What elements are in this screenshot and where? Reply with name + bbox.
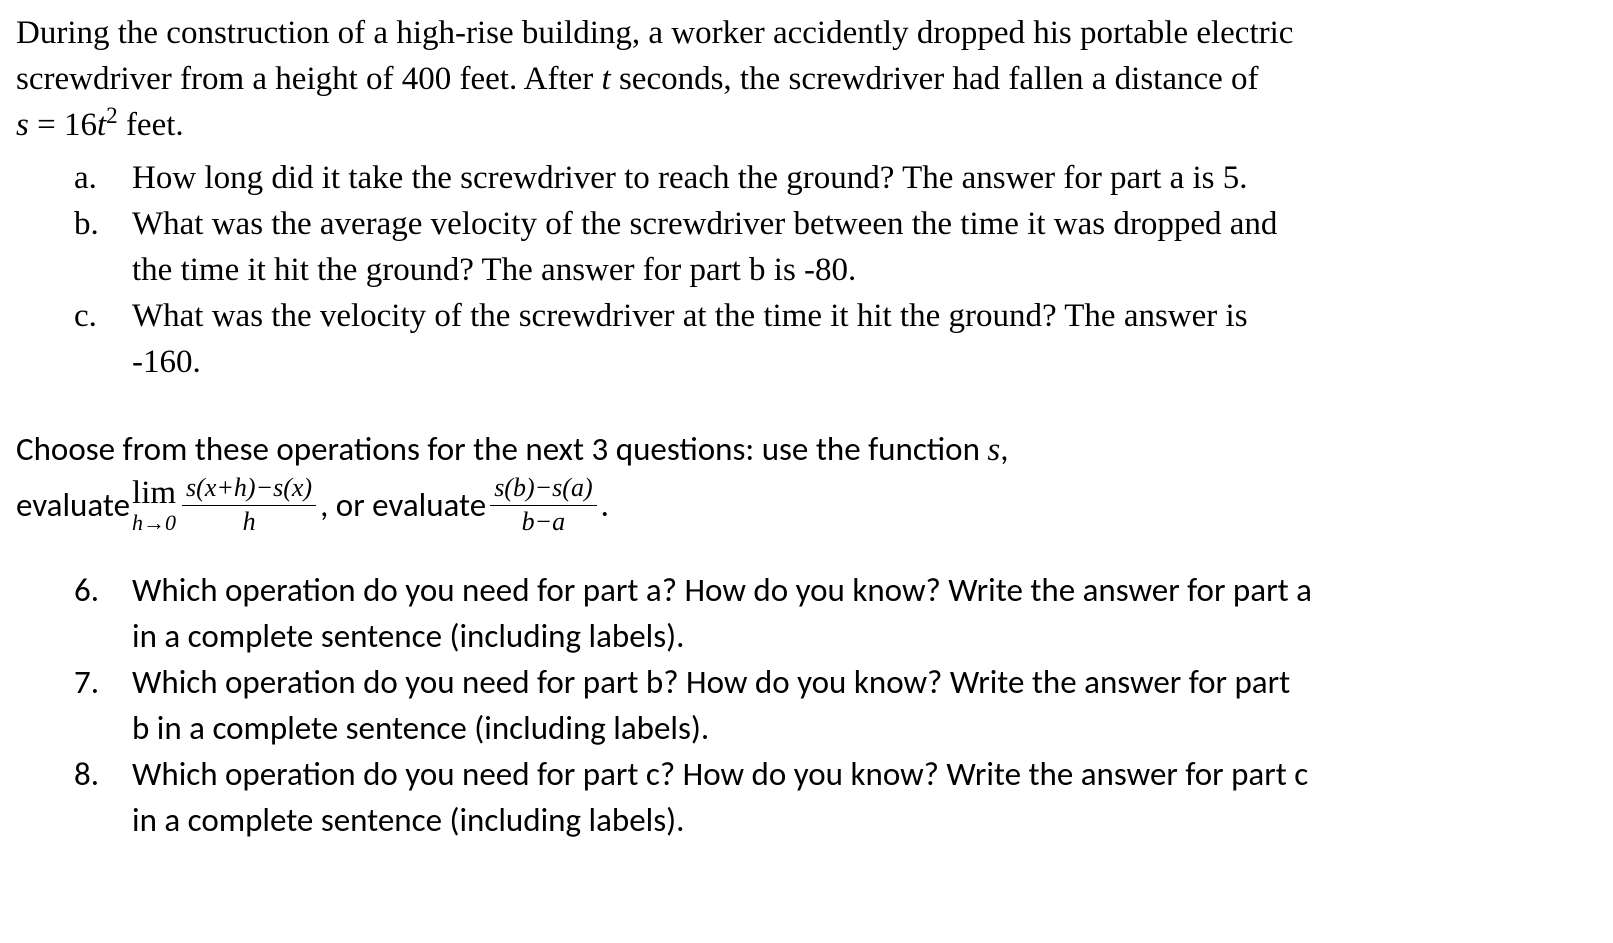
intro-line2a: screwdriver from a height of 400 feet. A…: [16, 61, 602, 97]
marker-a: a.: [74, 155, 97, 201]
q7-text1: Which operation do you need for part b? …: [132, 662, 1290, 702]
difference-quotient-h: s(x+h)−s(x) h: [182, 474, 316, 536]
question-6: 6. Which operation do you need for part …: [16, 567, 1593, 659]
part-c-text2: -160.: [132, 344, 201, 380]
variable-t: t: [602, 61, 611, 97]
instruction-period: .: [601, 482, 609, 530]
q6-text2: in a complete sentence (including labels…: [132, 616, 684, 656]
instruction-line1: Choose from these operations for the nex…: [16, 426, 1593, 475]
question-7: 7. Which operation do you need for part …: [16, 659, 1593, 751]
frac2-den: b−a: [518, 506, 570, 537]
instruction-line2: evaluate lim h→0 s(x+h)−s(x) h , or eval…: [16, 474, 1593, 536]
marker-b: b.: [74, 201, 99, 247]
marker-8: 8.: [74, 751, 99, 797]
instruction-mid: , or evaluate: [320, 482, 486, 530]
evaluate-label-1: evaluate: [16, 482, 130, 530]
part-b: b. What was the average velocity of the …: [16, 201, 1593, 293]
part-c: c. What was the velocity of the screwdri…: [16, 293, 1593, 385]
instruction-text1: Choose from these operations for the nex…: [16, 429, 987, 469]
instruction-block: Choose from these operations for the nex…: [16, 426, 1593, 537]
q8-text2: in a complete sentence (including labels…: [132, 800, 684, 840]
part-a-text: How long did it take the screwdriver to …: [132, 160, 1248, 196]
superscript-2: 2: [106, 102, 118, 128]
average-rate-fraction: s(b)−s(a) b−a: [490, 474, 596, 536]
limit-expression: lim h→0: [132, 477, 176, 534]
lim-bot: h→0: [132, 512, 176, 534]
frac1-den: h: [239, 506, 260, 537]
variable-t2: t: [97, 107, 106, 143]
function-s: s: [987, 432, 1000, 468]
frac1-num: s(x+h)−s(x): [182, 474, 316, 506]
q6-text1: Which operation do you need for part a? …: [132, 570, 1312, 610]
intro-line2b: seconds, the screwdriver had fallen a di…: [611, 61, 1259, 97]
part-c-text1: What was the velocity of the screwdriver…: [132, 298, 1248, 334]
frac2-num: s(b)−s(a): [490, 474, 596, 506]
questions-list: 6. Which operation do you need for part …: [16, 567, 1593, 844]
equals-16: = 16: [29, 107, 97, 143]
part-b-text1: What was the average velocity of the scr…: [132, 206, 1277, 242]
intro-line3b: feet.: [118, 107, 184, 143]
problem-intro: During the construction of a high-rise b…: [16, 10, 1593, 149]
instruction-comma: ,: [1000, 429, 1008, 469]
question-8: 8. Which operation do you need for part …: [16, 751, 1593, 843]
intro-line1: During the construction of a high-rise b…: [16, 15, 1293, 51]
part-b-text2: the time it hit the ground? The answer f…: [132, 252, 856, 288]
parts-list: a. How long did it take the screwdriver …: [16, 155, 1593, 386]
lim-top: lim: [132, 477, 176, 510]
marker-7: 7.: [74, 659, 99, 705]
marker-c: c.: [74, 293, 97, 339]
variable-s: s: [16, 107, 29, 143]
q7-text2: b in a complete sentence (including labe…: [132, 708, 709, 748]
q8-text1: Which operation do you need for part c? …: [132, 754, 1308, 794]
marker-6: 6.: [74, 567, 99, 613]
part-a: a. How long did it take the screwdriver …: [16, 155, 1593, 201]
